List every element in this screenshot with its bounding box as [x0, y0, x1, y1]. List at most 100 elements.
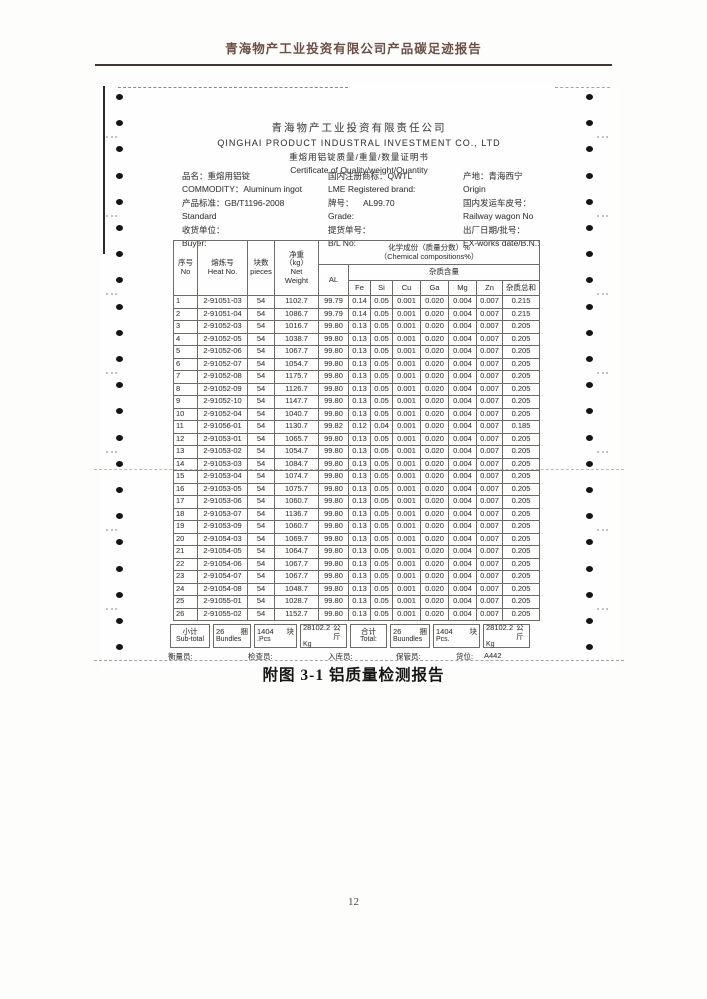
cell: 0.13: [348, 470, 371, 484]
punch-hole: [116, 94, 123, 100]
cell: 2-91056-01: [197, 420, 248, 434]
info-line: LME Registered brand:: [328, 184, 416, 195]
cell: 2-91051-03: [197, 295, 248, 309]
staff-item: 保管员:: [396, 652, 421, 661]
cell: 0.05: [370, 445, 393, 459]
total-label: .Pcs: [257, 636, 271, 644]
col-header-net-weight: 净重 （kg） Net Weight: [274, 240, 319, 296]
cell: 0.007: [476, 457, 503, 471]
col-header-impurity: 杂质含量: [347, 264, 541, 281]
info-line: Grade:: [328, 211, 354, 222]
total-box: 28102.2 公斤 Kg: [300, 622, 347, 648]
staff-item: 检查员:: [248, 652, 273, 661]
total-value: 26 捆: [393, 627, 428, 637]
total-label: Kg: [486, 640, 495, 648]
total-value: 26 捆: [216, 627, 248, 637]
cell: 0.004: [448, 332, 477, 346]
cell: 0.001: [392, 357, 421, 371]
cell: 0.004: [448, 407, 477, 421]
cell: 1054.7: [274, 357, 319, 371]
cell: 0.205: [501, 395, 541, 409]
cell: 0.13: [348, 407, 371, 421]
cell: 0.05: [370, 370, 393, 384]
cell: 0.05: [370, 395, 393, 409]
cell: 0.004: [448, 445, 477, 459]
cell: 1069.7: [274, 532, 319, 546]
cell: 0.020: [420, 320, 449, 334]
cell: 0.13: [348, 432, 371, 446]
cell: 8: [173, 382, 198, 396]
cell: 99.79: [318, 295, 349, 309]
total-box: 1404 块 .Pcs: [254, 624, 297, 648]
col-header-zn: Zn: [476, 280, 503, 296]
cell: 0.205: [501, 382, 541, 396]
cell: 54: [247, 332, 275, 346]
edge-mark: [106, 214, 117, 217]
punch-hole: [586, 303, 593, 310]
cell: 0.05: [370, 457, 393, 471]
cell: 0.05: [370, 570, 393, 584]
cell: 0.05: [370, 345, 393, 359]
cell: 99.80: [318, 457, 349, 471]
cell: 2-91052-06: [197, 345, 248, 359]
col-header-fe: Fe: [348, 280, 371, 296]
cell: 0.004: [448, 495, 477, 509]
punch-hole: [116, 644, 123, 651]
cell: 17: [173, 495, 198, 509]
cell: 0.05: [370, 470, 393, 484]
punch-hole: [586, 251, 593, 258]
cell: 2-91054-03: [197, 532, 248, 546]
cell: 54: [247, 295, 275, 309]
cell: 99.80: [318, 520, 349, 534]
cell: 0.004: [448, 482, 477, 496]
total-unit: 公斤: [333, 622, 341, 641]
cell: 2-91052-03: [197, 320, 248, 334]
cell: 0.05: [370, 357, 393, 371]
cell: 0.004: [448, 307, 477, 321]
cell: 0.13: [348, 482, 371, 496]
table-row: 6 2-91052-07 54 1054.7 99.80 0.13 0.05 0.001 0.0…: [173, 357, 541, 371]
punch-hole: [116, 303, 123, 310]
col-header-pieces: 块数 pieces: [247, 240, 275, 296]
cell: 0.001: [392, 557, 421, 571]
cell: 0.007: [476, 420, 503, 434]
punch-hole: [586, 329, 593, 336]
cell: 1126.7: [274, 382, 319, 396]
cell: 1175.7: [274, 370, 319, 384]
table-row: 7 2-91052-08 54 1175.7 99.80 0.13 0.05 0.001 0.0…: [173, 370, 541, 384]
col-header-mg: Mg: [448, 280, 477, 296]
cell: 0.13: [348, 570, 371, 584]
cell: 0.205: [501, 345, 541, 359]
cell: 1038.7: [274, 332, 319, 346]
info-line: 国内发运车皮号：: [463, 197, 532, 208]
cell: 0.004: [448, 507, 477, 521]
cell: 0.004: [448, 520, 477, 534]
total-unit: 捆: [419, 627, 428, 637]
punch-hole: [116, 382, 123, 389]
table-row: 16 2-91053-05 54 1075.7 99.80 0.13 0.05 0.001 0.…: [173, 482, 541, 496]
cell: 0.001: [392, 295, 421, 309]
cell: 0.14: [348, 307, 371, 321]
cell: 0.007: [476, 532, 503, 546]
cell: 0.05: [370, 557, 393, 571]
total-value: 小计: [182, 627, 198, 637]
cell: 0.05: [370, 382, 393, 396]
cell: 0.205: [501, 407, 541, 421]
staff-item: 衡量员:: [168, 652, 193, 661]
cell: 99.80: [318, 545, 349, 559]
cell: 0.007: [476, 557, 503, 571]
total-unit: 公斤: [516, 622, 524, 641]
cell: 0.007: [476, 507, 503, 521]
cell: 2-91053-05: [197, 482, 248, 496]
cell: 0.13: [348, 445, 371, 459]
cell: 0.020: [420, 295, 449, 309]
punch-hole: [586, 94, 593, 100]
total-box: 26 捆 Bundles: [213, 624, 251, 648]
cell: 2: [173, 307, 198, 321]
cell: 1064.7: [274, 545, 319, 559]
cell: 0.004: [448, 320, 477, 334]
cell: 0.001: [392, 520, 421, 534]
cell: 2-91052-04: [197, 407, 248, 421]
cell: 0.12: [348, 420, 371, 434]
cell: 1067.7: [274, 557, 319, 571]
